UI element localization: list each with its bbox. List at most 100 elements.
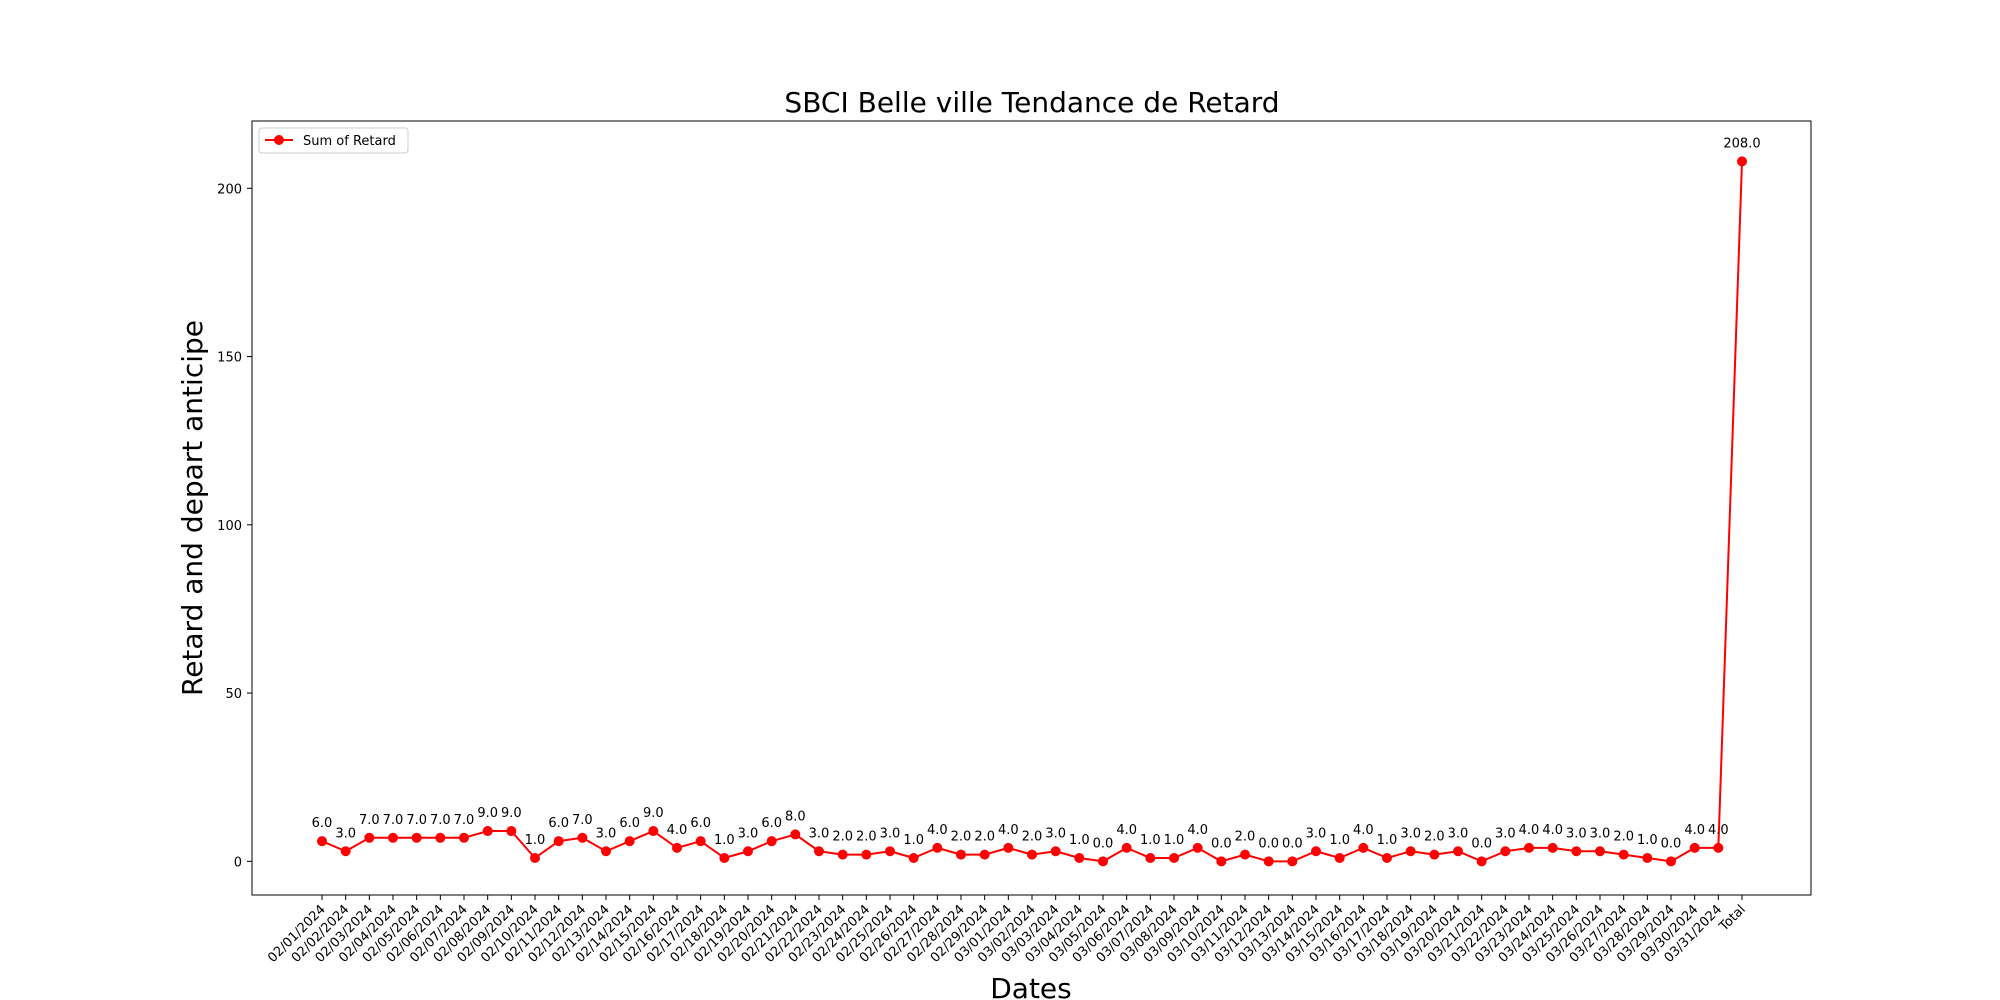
data-label: 1.0 bbox=[1140, 833, 1161, 848]
data-point bbox=[1618, 849, 1629, 860]
data-point bbox=[1050, 846, 1061, 857]
data-point bbox=[837, 849, 848, 860]
data-point bbox=[1382, 852, 1392, 863]
data-label: 0.0 bbox=[1282, 836, 1303, 851]
data-point bbox=[317, 836, 327, 847]
data-point bbox=[364, 832, 375, 843]
data-point bbox=[1524, 842, 1534, 853]
data-label: 4.0 bbox=[1519, 823, 1540, 838]
data-point bbox=[1287, 856, 1298, 867]
data-label: 2.0 bbox=[1613, 830, 1634, 845]
data-point bbox=[1500, 846, 1511, 857]
data-point bbox=[1145, 852, 1156, 863]
data-label: 2.0 bbox=[1022, 830, 1043, 845]
data-point bbox=[695, 836, 706, 847]
data-label: 4.0 bbox=[1684, 823, 1705, 838]
data-label: 4.0 bbox=[1708, 823, 1729, 838]
plot-area-frame bbox=[251, 120, 1812, 896]
data-label: 2.0 bbox=[1235, 830, 1256, 845]
data-point bbox=[1547, 842, 1558, 853]
data-point bbox=[1263, 856, 1274, 867]
data-point bbox=[1098, 856, 1108, 867]
data-label: 3.0 bbox=[1590, 826, 1611, 841]
data-point bbox=[1405, 846, 1416, 857]
data-label: 7.0 bbox=[454, 813, 475, 828]
legend-box bbox=[258, 127, 409, 154]
data-label: 6.0 bbox=[312, 816, 333, 831]
data-label: 1.0 bbox=[1377, 833, 1398, 848]
data-label: 2.0 bbox=[856, 830, 877, 845]
data-label: 9.0 bbox=[501, 806, 522, 821]
data-point bbox=[1429, 849, 1440, 860]
data-point bbox=[1666, 856, 1676, 867]
legend-marker-swatch bbox=[274, 135, 284, 145]
data-point bbox=[411, 832, 422, 843]
data-label: 208.0 bbox=[1723, 136, 1760, 151]
data-point bbox=[743, 846, 753, 857]
data-point bbox=[1713, 842, 1724, 853]
data-point bbox=[979, 849, 990, 860]
data-label: 4.0 bbox=[1116, 823, 1137, 838]
data-label: 1.0 bbox=[714, 833, 735, 848]
data-label: 1.0 bbox=[525, 833, 546, 848]
data-point bbox=[956, 849, 966, 860]
data-label: 3.0 bbox=[1400, 826, 1421, 841]
data-label: 3.0 bbox=[596, 826, 617, 841]
data-label: 3.0 bbox=[1045, 826, 1066, 841]
data-point bbox=[1642, 852, 1653, 863]
legend-label: Sum of Retard bbox=[303, 134, 396, 149]
data-point bbox=[1737, 156, 1747, 167]
data-label: 4.0 bbox=[1542, 823, 1563, 838]
data-label: 6.0 bbox=[548, 816, 569, 831]
data-point bbox=[672, 842, 682, 853]
data-label: 6.0 bbox=[619, 816, 640, 831]
data-label: 6.0 bbox=[690, 816, 711, 831]
data-label: 1.0 bbox=[1329, 833, 1350, 848]
data-label: 2.0 bbox=[974, 830, 995, 845]
data-point bbox=[790, 829, 801, 840]
data-point bbox=[1311, 846, 1321, 857]
data-label: 7.0 bbox=[406, 813, 427, 828]
data-label: 0.0 bbox=[1258, 836, 1279, 851]
data-label: 3.0 bbox=[335, 826, 356, 841]
y-tick-label: 50 bbox=[225, 687, 242, 702]
chart-title: SBCI Belle ville Tendance de Retard bbox=[784, 86, 1279, 119]
data-label: 2.0 bbox=[1424, 830, 1445, 845]
data-point bbox=[1027, 849, 1037, 860]
data-point bbox=[506, 826, 517, 837]
data-label: 1.0 bbox=[1069, 833, 1090, 848]
legend: Sum of Retard bbox=[258, 127, 409, 154]
data-label: 0.0 bbox=[1211, 836, 1232, 851]
data-label: 4.0 bbox=[927, 823, 948, 838]
data-point bbox=[530, 852, 540, 863]
data-point bbox=[1121, 842, 1132, 853]
data-point bbox=[885, 846, 895, 857]
data-point bbox=[1358, 842, 1369, 853]
data-point bbox=[1169, 852, 1179, 863]
data-point bbox=[1571, 846, 1582, 857]
data-point bbox=[1074, 852, 1085, 863]
data-point bbox=[1240, 849, 1250, 860]
data-point bbox=[340, 846, 351, 857]
data-point bbox=[908, 852, 919, 863]
data-label: 7.0 bbox=[430, 813, 451, 828]
data-point bbox=[577, 832, 588, 843]
data-label: 4.0 bbox=[1187, 823, 1208, 838]
data-point bbox=[1216, 856, 1227, 867]
data-label: 1.0 bbox=[1637, 833, 1658, 848]
data-point bbox=[435, 832, 446, 843]
data-point bbox=[1192, 842, 1203, 853]
data-label: 1.0 bbox=[903, 833, 924, 848]
data-label: 4.0 bbox=[667, 823, 688, 838]
data-label: 3.0 bbox=[1306, 826, 1327, 841]
data-label: 4.0 bbox=[998, 823, 1019, 838]
data-point bbox=[1003, 842, 1014, 853]
data-label: 0.0 bbox=[1471, 836, 1492, 851]
data-label: 2.0 bbox=[832, 830, 853, 845]
x-axis-title: Dates bbox=[990, 972, 1072, 1000]
data-point bbox=[459, 832, 469, 843]
data-point bbox=[388, 832, 398, 843]
data-point bbox=[1476, 856, 1487, 867]
data-point bbox=[482, 826, 493, 837]
